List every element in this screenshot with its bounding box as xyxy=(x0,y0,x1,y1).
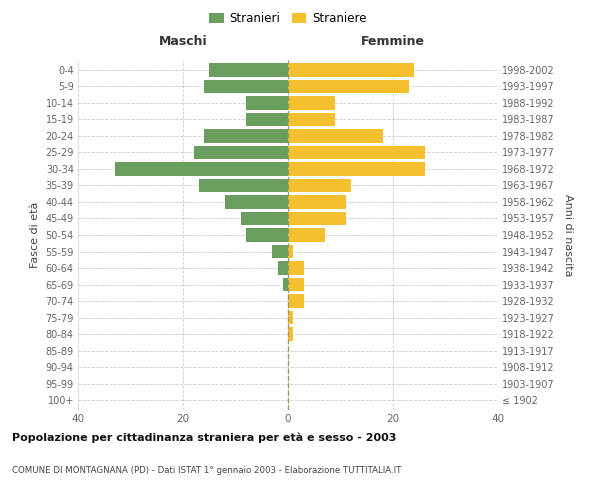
Bar xyxy=(288,228,325,241)
Bar xyxy=(288,179,351,192)
Text: Femmine: Femmine xyxy=(361,36,425,49)
Bar xyxy=(204,130,288,142)
Bar xyxy=(209,64,288,76)
Text: Popolazione per cittadinanza straniera per età e sesso - 2003: Popolazione per cittadinanza straniera p… xyxy=(12,432,397,443)
Bar xyxy=(115,162,288,175)
Bar xyxy=(288,278,304,291)
Bar xyxy=(241,212,288,225)
Bar xyxy=(288,113,335,126)
Text: COMUNE DI MONTAGNANA (PD) - Dati ISTAT 1° gennaio 2003 - Elaborazione TUTTITALIA: COMUNE DI MONTAGNANA (PD) - Dati ISTAT 1… xyxy=(12,466,401,475)
Bar xyxy=(246,113,288,126)
Bar xyxy=(283,278,288,291)
Bar xyxy=(288,96,335,110)
Bar xyxy=(288,146,425,159)
Bar xyxy=(246,96,288,110)
Bar xyxy=(288,196,346,208)
Bar xyxy=(277,262,288,274)
Bar xyxy=(288,328,293,340)
Bar xyxy=(204,80,288,93)
Bar xyxy=(272,245,288,258)
Bar xyxy=(288,80,409,93)
Y-axis label: Anni di nascita: Anni di nascita xyxy=(563,194,574,276)
Legend: Stranieri, Straniere: Stranieri, Straniere xyxy=(206,8,370,28)
Bar xyxy=(288,212,346,225)
Bar xyxy=(288,130,383,142)
Bar xyxy=(288,64,414,76)
Bar xyxy=(288,162,425,175)
Bar xyxy=(288,311,293,324)
Text: Maschi: Maschi xyxy=(158,36,208,49)
Bar xyxy=(288,262,304,274)
Bar xyxy=(199,179,288,192)
Bar xyxy=(288,245,293,258)
Bar xyxy=(193,146,288,159)
Y-axis label: Fasce di età: Fasce di età xyxy=(30,202,40,268)
Bar xyxy=(288,294,304,308)
Bar xyxy=(225,196,288,208)
Bar xyxy=(246,228,288,241)
